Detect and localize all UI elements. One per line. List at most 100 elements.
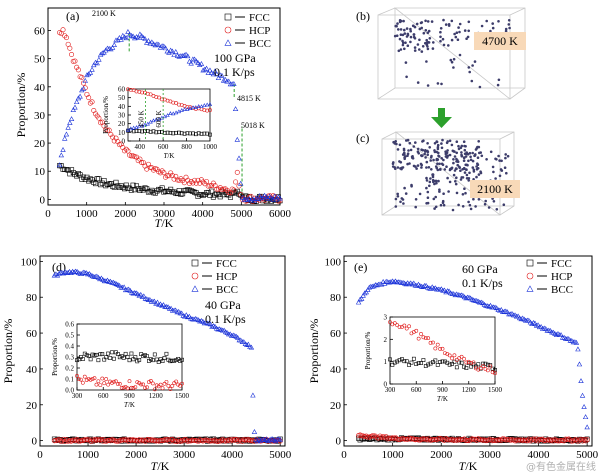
data-point-fcc	[212, 192, 218, 198]
data-point-hcp	[62, 33, 68, 39]
atom	[401, 198, 405, 201]
atom	[477, 198, 481, 201]
data-point-fcc	[168, 359, 173, 364]
atom	[420, 21, 424, 24]
data-point-fcc	[110, 350, 114, 355]
data-point-hcp	[151, 167, 157, 173]
legend-marker-bcc	[191, 285, 199, 292]
data-point-hcp	[407, 324, 411, 329]
data-point-fcc	[198, 192, 204, 198]
data-point-bcc	[219, 72, 225, 78]
inset-xlabel: T/K	[124, 401, 135, 409]
atom	[407, 149, 410, 152]
data-point-fcc	[150, 358, 155, 363]
data-point-fcc	[469, 364, 474, 369]
peak-label-5018: 5018 K	[241, 121, 265, 130]
atom	[447, 44, 450, 47]
data-point-hcp	[139, 160, 145, 166]
atom	[458, 22, 462, 26]
y-tick-label: 30	[34, 110, 46, 122]
atom	[459, 169, 462, 172]
data-point-fcc	[414, 362, 419, 367]
atom	[414, 198, 418, 201]
data-point-hcp	[450, 356, 454, 361]
data-point-fcc	[202, 131, 207, 136]
data-point-hcp	[435, 342, 440, 347]
x-tick-label: 300	[72, 392, 83, 400]
data-point-hcp	[168, 387, 173, 391]
atom	[420, 26, 424, 30]
annotation-pressure-d: 40 GPa	[205, 298, 241, 312]
data-point-bcc	[85, 271, 91, 277]
data-point-hcp	[478, 366, 483, 371]
data-point-hcp	[210, 180, 216, 186]
data-point-hcp	[538, 436, 544, 442]
atom	[392, 140, 395, 144]
y-tick-label: 0.0	[65, 387, 74, 395]
data-point-bcc	[99, 50, 106, 56]
data-point-hcp	[139, 382, 144, 387]
data-point-fcc	[139, 185, 145, 191]
atom	[462, 167, 466, 171]
atom	[452, 173, 456, 177]
y-tick-label: 0.3	[65, 354, 74, 362]
inset-xlabel: T/K	[164, 152, 175, 160]
atom	[415, 167, 418, 170]
atom	[449, 58, 453, 62]
atom	[469, 207, 473, 211]
data-point-bcc	[267, 193, 273, 199]
atom	[431, 175, 435, 179]
data-point-bcc	[409, 281, 415, 287]
data-point-fcc	[435, 363, 440, 367]
data-point-hcp	[560, 438, 566, 444]
atom	[462, 156, 466, 160]
atom	[491, 22, 495, 25]
data-point-fcc	[172, 358, 177, 363]
atom	[505, 171, 508, 175]
atom	[467, 29, 471, 33]
data-point-hcp	[377, 433, 383, 439]
atom	[430, 168, 433, 171]
data-point-hcp	[147, 380, 151, 384]
data-point-hcp	[239, 438, 245, 444]
atom	[452, 158, 455, 161]
data-point-fcc	[92, 353, 97, 358]
data-point-bcc	[87, 69, 94, 75]
atom	[412, 145, 416, 148]
data-point-bcc	[72, 104, 78, 110]
y-tick-label: 80	[26, 292, 38, 304]
atom	[465, 177, 469, 180]
legend-marker-fcc	[224, 13, 232, 21]
data-point-bcc	[63, 131, 70, 137]
panel-a: (a) 0 1000 2000 3000 4000 5000 600001020304050…	[14, 7, 292, 230]
atom	[446, 140, 450, 143]
data-point-fcc	[466, 361, 471, 365]
data-point-fcc	[176, 188, 182, 194]
atom	[396, 22, 399, 25]
data-point-fcc	[419, 361, 423, 365]
data-point-bcc	[239, 194, 246, 200]
atom	[402, 202, 405, 205]
atom	[440, 142, 443, 145]
atom	[421, 45, 425, 48]
temp-box-c	[470, 180, 520, 198]
x-tick-label: 1200	[462, 386, 477, 394]
data-point-hcp	[469, 360, 474, 365]
x-tick-label: 800	[181, 143, 192, 151]
data-point-fcc	[233, 190, 239, 196]
data-point-hcp	[171, 176, 177, 182]
data-point-bcc	[178, 310, 185, 316]
atom	[403, 32, 407, 35]
data-point-fcc	[128, 187, 134, 193]
data-point-hcp	[171, 100, 176, 105]
legend-marker-hcp	[191, 272, 199, 280]
atom	[456, 163, 460, 167]
atom	[445, 151, 449, 155]
atom	[504, 156, 507, 160]
data-point-bcc	[190, 105, 196, 110]
atom	[435, 166, 439, 170]
atom	[430, 20, 434, 23]
data-point-hcp	[147, 165, 153, 171]
data-point-fcc	[117, 355, 122, 360]
